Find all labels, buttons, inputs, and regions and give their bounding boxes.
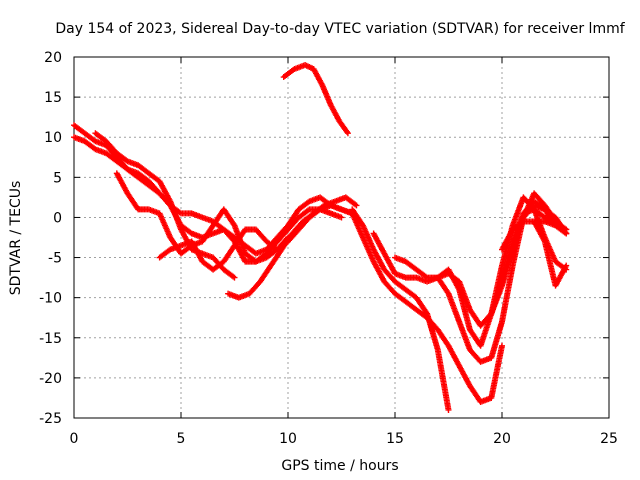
y-tick-label: 20: [44, 50, 62, 66]
x-tick-label: 10: [279, 431, 297, 447]
y-tick-label: 15: [44, 90, 62, 106]
x-tick-label: 20: [493, 431, 511, 447]
series-arc-6: [225, 194, 360, 301]
axis-ticks: [73, 56, 610, 419]
x-axis-label: GPS time / hours: [281, 458, 398, 474]
x-tick-label: 25: [600, 431, 618, 447]
y-tick-label: -25: [39, 411, 62, 427]
y-tick-label: 10: [44, 130, 62, 146]
data-point: [231, 274, 238, 281]
series-arc-7: [280, 62, 351, 137]
y-tick-label: -10: [39, 291, 62, 307]
data-point: [344, 130, 351, 137]
plot-frame: [73, 56, 610, 419]
x-tick-labels: 0 5 10 15 20 25: [70, 431, 618, 447]
data-series: [71, 62, 570, 413]
series-arc-8: [349, 210, 505, 405]
y-tick-label: 0: [53, 210, 62, 226]
series-arc-9: [349, 206, 452, 413]
y-tick-label: 5: [53, 170, 62, 186]
chart-title: Day 154 of 2023, Sidereal Day-to-day VTE…: [55, 21, 625, 37]
y-tick-label: -5: [48, 251, 62, 267]
series-arc-16: [531, 218, 570, 289]
data-point: [563, 262, 570, 269]
x-tick-label: 0: [70, 431, 79, 447]
x-tick-label: 5: [177, 431, 186, 447]
x-tick-label: 15: [386, 431, 404, 447]
y-tick-label: -15: [39, 331, 62, 347]
data-point: [353, 202, 360, 209]
data-point: [445, 406, 452, 413]
y-axis-label: SDTVAR / TECUs: [8, 181, 24, 296]
data-point: [338, 214, 345, 221]
grid-lines: [74, 57, 609, 418]
series-arc-15: [520, 198, 570, 237]
data-point: [563, 230, 570, 237]
data-point: [499, 342, 505, 349]
y-tick-labels: 20 15 10 5 0 -5 -10 -15 -20 -25: [39, 50, 62, 427]
y-tick-label: -20: [39, 371, 62, 387]
